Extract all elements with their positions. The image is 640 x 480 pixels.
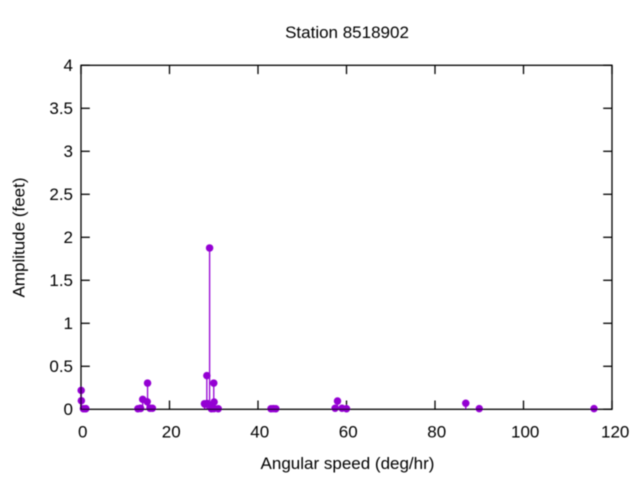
svg-text:0: 0 bbox=[64, 400, 73, 419]
svg-text:Angular speed (deg/hr): Angular speed (deg/hr) bbox=[261, 454, 435, 473]
svg-text:2: 2 bbox=[64, 228, 73, 247]
svg-text:20: 20 bbox=[162, 423, 181, 442]
svg-text:0.5: 0.5 bbox=[49, 357, 73, 376]
svg-text:3: 3 bbox=[64, 142, 73, 161]
svg-text:2.5: 2.5 bbox=[49, 185, 73, 204]
svg-text:80: 80 bbox=[427, 423, 446, 442]
svg-text:0: 0 bbox=[78, 423, 87, 442]
svg-text:Station 8518902: Station 8518902 bbox=[285, 23, 409, 42]
svg-text:1.5: 1.5 bbox=[49, 271, 73, 290]
svg-text:100: 100 bbox=[511, 423, 539, 442]
svg-text:60: 60 bbox=[339, 423, 358, 442]
svg-text:4: 4 bbox=[64, 56, 73, 75]
svg-text:1: 1 bbox=[64, 314, 73, 333]
svg-text:3.5: 3.5 bbox=[49, 99, 73, 118]
svg-text:120: 120 bbox=[601, 423, 629, 442]
svg-text:40: 40 bbox=[250, 423, 269, 442]
svg-text:Amplitude (feet): Amplitude (feet) bbox=[10, 178, 29, 298]
